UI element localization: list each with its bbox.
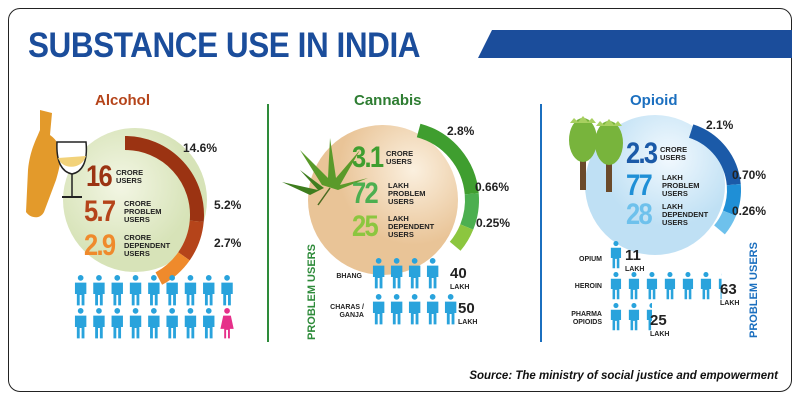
alcohol-pct-problem: 5.2% [214,198,242,212]
female-person-icon [220,308,234,339]
person-icon [148,308,160,339]
person-icon [646,303,652,331]
person-icon [682,272,694,300]
person-icon [74,275,87,306]
person-icon [610,241,622,269]
bhang-label: BHANG [336,273,362,280]
cannabis-arc-problem [460,193,479,230]
cannabis-arc-users [416,123,479,195]
person-icon [129,308,142,339]
person-icon [74,308,87,339]
person-icon [610,272,622,300]
person-icon [628,303,640,331]
alcohol-pct-users: 14.6% [183,141,218,155]
person-icon [628,272,640,300]
person-icon [610,303,622,331]
person-icon [166,308,178,339]
title-bar [478,30,792,58]
person-icon [426,258,439,289]
heroin-label: HEROIN [574,283,602,290]
cannabis-leaf-icon [282,138,368,206]
cannabis-pct-users: 2.8% [447,124,475,138]
person-icon [408,294,421,325]
poppy-pod-icon [569,116,623,192]
person-icon [700,272,712,300]
bottle-and-wine-glass-icon [26,110,88,218]
person-icon [390,294,403,325]
page-title: SUBSTANCE USE IN INDIA [28,26,421,65]
person-icon [221,275,233,306]
alcohol-pct-dependent: 2.7% [214,236,242,250]
person-icon [111,275,123,306]
alcohol-arc-dependent [155,252,190,285]
person-icon [129,275,142,306]
cannabis-circle [308,125,458,275]
opioid-arc-dependent [713,210,736,235]
person-icon [203,275,215,306]
alcohol-heading: Alcohol [95,92,150,109]
opioid-pct-dependent: 0.26% [732,204,767,218]
cannabis-heading: Cannabis [354,92,422,109]
person-icon [184,308,197,339]
alcohol-arc-problem [178,220,204,261]
cannabis-pct-dependent: 0.25% [476,216,511,230]
opium-value: 11 LAKH [625,247,645,273]
opioid-problem-users-label: PROBLEM USERS [748,242,760,338]
opioid-heading: Opioid [630,92,678,109]
person-icon [203,308,215,339]
pharma-opioids-label: PHARMA OPIOIDS [571,311,602,326]
person-icon [93,275,105,306]
charas-ganja-value: 50 LAKH [458,300,478,326]
person-icon [372,294,385,325]
source-note: Source: The ministry of social justice a… [469,370,778,382]
divider [540,104,542,342]
opioid-arc-problem [722,183,741,216]
cannabis-arc-dependent [449,224,474,251]
opioid-arc-users [688,124,741,186]
person-icon [166,275,178,306]
person-icon [184,275,197,306]
alcohol-arc-users [124,136,204,222]
person-icon [372,258,385,289]
bhang-value: 40 LAKH [450,265,470,291]
heroin-value: 63 LAKH [720,281,740,307]
person-icon [148,275,160,306]
person-icon [444,294,457,325]
person-icon [646,272,658,300]
person-icon [111,308,123,339]
cannabis-problem-users-label: PROBLEM USERS [306,244,318,340]
opioid-pct-problem: 0.70% [732,168,767,182]
opioid-pct-users: 2.1% [706,118,734,132]
person-icon [93,308,105,339]
cannabis-pct-problem: 0.66% [475,180,510,194]
divider [267,104,269,342]
pharma-opioids-value: 25 LAKH [650,312,670,338]
infographic-frame [8,8,792,392]
person-icon [426,294,439,325]
charas-ganja-label: CHARAS / GANJA [330,304,364,319]
person-icon [664,272,676,300]
opium-label: OPIUM [579,256,602,263]
person-icon [718,273,722,300]
person-icon [408,258,421,289]
person-icon [390,258,403,289]
